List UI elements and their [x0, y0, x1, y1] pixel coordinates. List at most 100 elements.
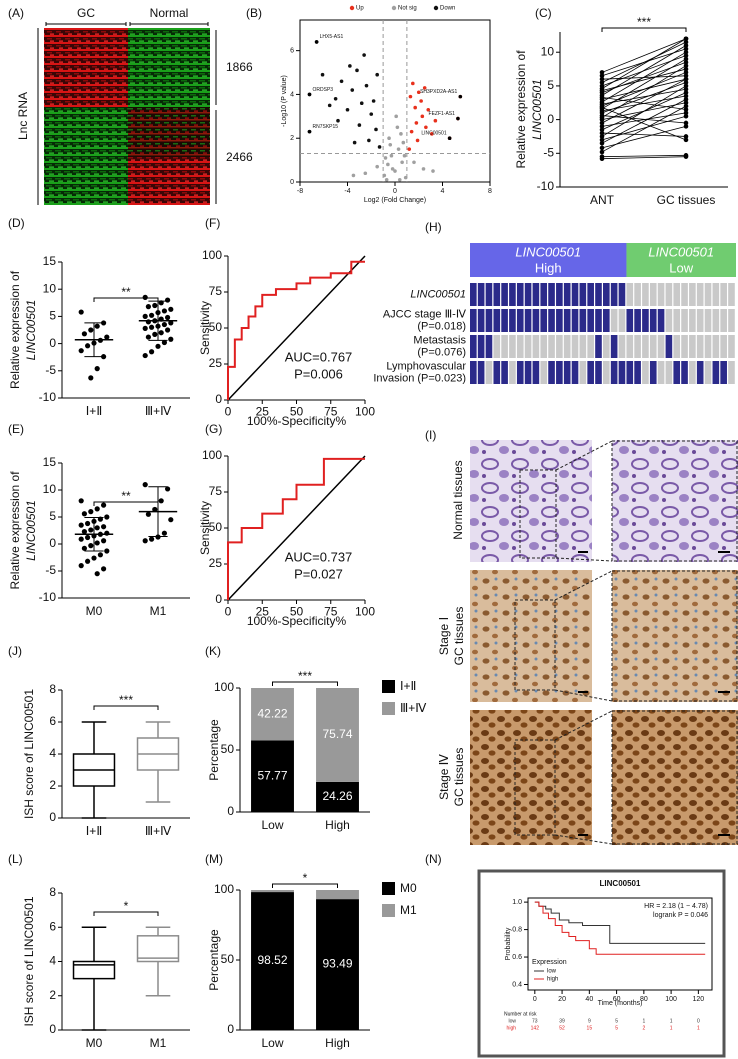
y-tick-label: 50 [209, 320, 223, 334]
bracket [37, 22, 217, 205]
pair-line [601, 132, 687, 137]
x-tick-label: Ⅲ+Ⅳ [145, 824, 171, 838]
point [345, 107, 350, 112]
row-label: (P=0.018) [417, 320, 466, 332]
point [393, 169, 397, 173]
point [433, 118, 438, 123]
x-tick-label: 0 [225, 604, 232, 618]
cell [728, 309, 735, 332]
point [683, 100, 689, 106]
point [399, 132, 403, 136]
y-tick-label: 6 [49, 714, 56, 728]
point [382, 173, 387, 178]
significance-label: *** [119, 693, 133, 707]
cell [626, 335, 634, 358]
cluster-count: 2466 [226, 150, 253, 164]
point [142, 325, 148, 331]
legend-title: Expression [532, 959, 567, 966]
point [599, 134, 605, 139]
significance-bracket [272, 681, 338, 686]
cell [657, 361, 665, 384]
cell [485, 283, 493, 306]
upper-whisker [81, 926, 107, 962]
significance-bracket [93, 911, 159, 916]
risk-count: 1 [697, 1025, 700, 1031]
cell [728, 335, 735, 358]
significance-label: *** [298, 669, 312, 683]
row-label: Metastasis [413, 334, 466, 346]
point [683, 110, 689, 116]
y-tick-label: 2 [290, 135, 294, 142]
point [142, 482, 148, 488]
x-tick-label: 25 [256, 604, 270, 618]
cell [595, 283, 602, 306]
value-label: 24.26 [322, 789, 352, 803]
point [683, 43, 689, 48]
cell [696, 283, 704, 306]
y-tick-label: 0 [227, 804, 234, 818]
point [78, 536, 84, 542]
point [683, 97, 689, 102]
cell [681, 283, 688, 306]
cell [712, 361, 720, 384]
point [81, 545, 87, 551]
cell [704, 361, 712, 384]
point [152, 506, 158, 513]
annotation: ORDSP3 [313, 87, 334, 93]
cell [501, 283, 508, 306]
risk-count: 5 [615, 1018, 618, 1024]
cell [634, 335, 641, 358]
point [155, 534, 161, 540]
chart-title: LINC00501 [600, 879, 641, 888]
point [363, 171, 368, 176]
cell [696, 335, 704, 358]
cell [524, 335, 532, 358]
y-tick-label: -10 [39, 590, 57, 604]
point [683, 70, 689, 75]
group-level: Low [669, 260, 693, 275]
x-tick-label: 60 [613, 996, 621, 1003]
point [155, 343, 161, 349]
point [94, 525, 100, 531]
significance-label: * [303, 871, 308, 885]
point [142, 538, 148, 544]
heatmap-block [128, 157, 210, 205]
panel-letter: (D) [8, 216, 25, 230]
cell [470, 309, 477, 332]
point [402, 153, 407, 158]
x-axis-label: 100%-Specificity% [247, 614, 347, 628]
row-label: Invasion (P=0.023) [373, 372, 466, 384]
upper-whisker [145, 926, 171, 936]
cell [649, 309, 657, 332]
significance-bracket [93, 705, 159, 710]
group-name: LINC00501 [515, 244, 581, 259]
point [158, 330, 164, 336]
point [145, 334, 151, 340]
point [94, 506, 100, 512]
y-tick-label: 25 [209, 556, 223, 570]
point [94, 323, 100, 329]
scale-bar [578, 551, 730, 836]
cell [649, 283, 657, 306]
risk-count: 1 [670, 1018, 673, 1024]
point [683, 124, 689, 129]
cell [689, 335, 696, 358]
pair-line [601, 38, 687, 89]
point [599, 127, 605, 133]
pair-line [601, 48, 687, 77]
cell [493, 309, 501, 332]
tissue-image [470, 570, 592, 702]
y-tick-label: 2 [49, 778, 56, 792]
point [88, 543, 94, 549]
point [94, 540, 100, 546]
cell [681, 361, 688, 384]
cell [681, 335, 688, 358]
point [78, 522, 84, 528]
cell [501, 335, 508, 358]
y-tick-label: 50 [209, 520, 223, 534]
y-axis-label: Percentage [207, 929, 221, 991]
point [101, 502, 107, 508]
risk-title: Number at risk [504, 1011, 537, 1017]
legend-marker [391, 5, 397, 11]
legend-label: high [547, 977, 558, 983]
